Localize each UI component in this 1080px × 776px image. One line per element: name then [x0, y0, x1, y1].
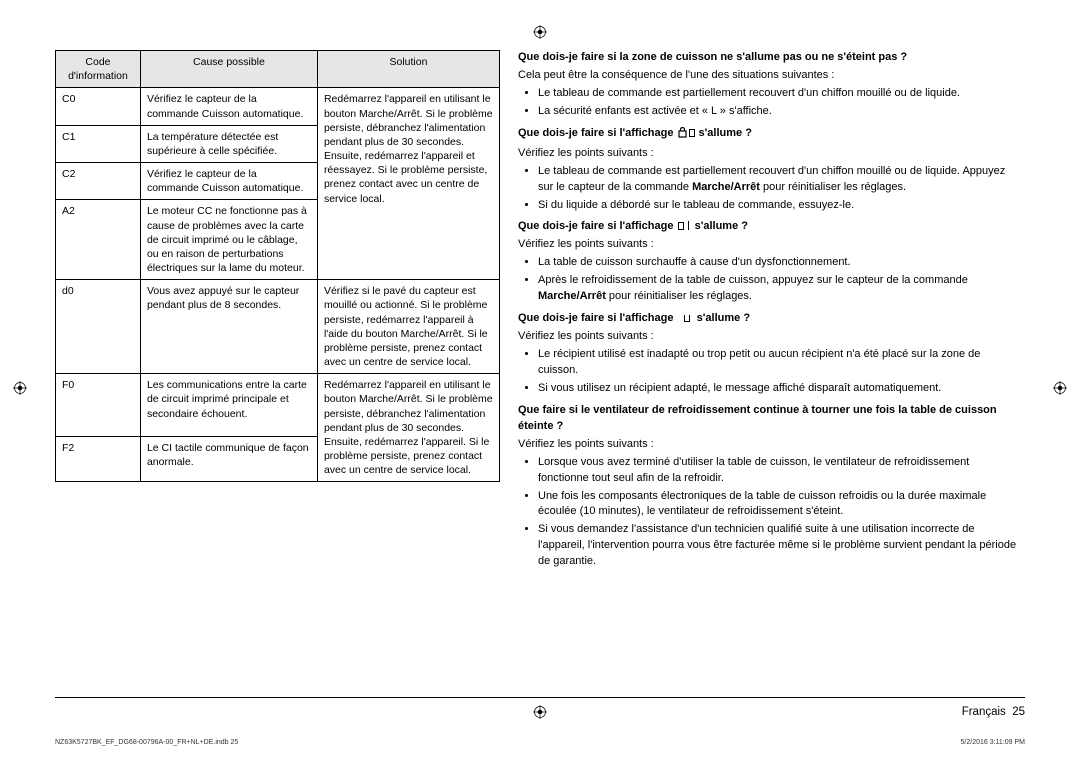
faq-list: Le tableau de commande est partiellement… [518, 86, 1018, 120]
cell-cause: Le CI tactile communique de façon anorma… [140, 436, 317, 481]
text: Après le refroidissement de la table de … [538, 274, 968, 286]
th-solution: Solution [317, 51, 499, 88]
cell-cause: Vérifiez le capteur de la commande Cuiss… [140, 88, 317, 125]
left-column: Code d'information Cause possible Soluti… [55, 50, 500, 574]
faq-list: Lorsque vous avez terminé d'utiliser la … [518, 455, 1018, 571]
faq-question: Que dois-je faire si l'affichage s'allum… [518, 126, 1018, 144]
cell-code: F2 [56, 436, 141, 481]
faq-intro: Cela peut être la conséquence de l'une d… [518, 68, 1018, 84]
registration-mark-right [1052, 380, 1068, 396]
cell-cause: Le moteur CC ne fonctionne pas à cause d… [140, 200, 317, 280]
u-icon [684, 315, 690, 322]
faq-list: Le tableau de commande est partiellement… [518, 164, 1018, 214]
text: pour réinitialiser les réglages. [606, 290, 752, 302]
page: Code d'information Cause possible Soluti… [0, 0, 1080, 776]
bar-icon [688, 221, 689, 230]
list-item: Si vous utilisez un récipient adapté, le… [538, 381, 1018, 397]
page-number-value: 25 [1012, 706, 1025, 718]
table-row: C0 Vérifiez le capteur de la commande Cu… [56, 88, 500, 125]
square-icon [689, 129, 695, 137]
cell-code: A2 [56, 200, 141, 280]
cell-code: d0 [56, 280, 141, 374]
text: Que dois-je faire si l'affichage [518, 312, 677, 324]
language-label: Français [962, 706, 1006, 718]
faq-question: Que dois-je faire si la zone de cuisson … [518, 50, 1018, 66]
cell-code: C2 [56, 163, 141, 200]
footer-right: 5/2/2016 3:11:09 PM [961, 739, 1025, 746]
list-item: Lorsque vous avez terminé d'utiliser la … [538, 455, 1018, 487]
right-column: Que dois-je faire si la zone de cuisson … [518, 50, 1018, 574]
registration-mark-left [12, 380, 28, 396]
bold-text: Marche/Arrêt [538, 290, 606, 302]
text: Que dois-je faire si l'affichage [518, 220, 677, 232]
bold-text: Marche/Arrêt [692, 181, 760, 193]
faq-intro: Vérifiez les points suivants : [518, 329, 1018, 345]
th-code: Code d'information [56, 51, 141, 88]
cell-cause: Vérifiez le capteur de la commande Cuiss… [140, 163, 317, 200]
text: s'allume ? [692, 220, 748, 232]
faq-intro: Vérifiez les points suivants : [518, 237, 1018, 253]
list-item: Le récipient utilisé est inadapté ou tro… [538, 347, 1018, 379]
faq-intro: Vérifiez les points suivants : [518, 146, 1018, 162]
table-header-row: Code d'information Cause possible Soluti… [56, 51, 500, 88]
list-item: La table de cuisson surchauffe à cause d… [538, 255, 1018, 271]
list-item: Après le refroidissement de la table de … [538, 273, 1018, 305]
horizontal-rule [55, 697, 1025, 698]
info-code-table: Code d'information Cause possible Soluti… [55, 50, 500, 482]
list-item: Si vous demandez l'assistance d'un techn… [538, 522, 1018, 570]
text: Que dois-je faire si l'affichage [518, 127, 677, 139]
list-item: Le tableau de commande est partiellement… [538, 164, 1018, 196]
faq-question: Que dois-je faire si l'affichage s'allum… [518, 311, 1018, 327]
cell-code: F0 [56, 374, 141, 437]
cell-solution: Redémarrez l'appareil en utilisant le bo… [317, 374, 499, 482]
lock-icon [678, 127, 687, 144]
registration-mark-bottom [532, 704, 548, 720]
cell-cause: La température détectée est supérieure à… [140, 125, 317, 162]
cell-cause: Les communications entre la carte de cir… [140, 374, 317, 437]
cell-solution: Redémarrez l'appareil en utilisant le bo… [317, 88, 499, 280]
text: s'allume ? [696, 127, 752, 139]
cell-code: C1 [56, 125, 141, 162]
content-columns: Code d'information Cause possible Soluti… [55, 50, 1025, 574]
cell-cause: Vous avez appuyé sur le capteur pendant … [140, 280, 317, 374]
text: s'allume ? [694, 312, 750, 324]
list-item: Le tableau de commande est partiellement… [538, 86, 1018, 102]
square-icon [678, 222, 684, 230]
list-item: La sécurité enfants est activée et « L »… [538, 104, 1018, 120]
registration-mark-top [532, 24, 548, 40]
faq-list: La table de cuisson surchauffe à cause d… [518, 255, 1018, 305]
cell-code: C0 [56, 88, 141, 125]
faq-intro: Vérifiez les points suivants : [518, 437, 1018, 453]
page-number: Français 25 [962, 706, 1025, 718]
list-item: Si du liquide a débordé sur le tableau d… [538, 198, 1018, 214]
footer-left: NZ63K5727BK_EF_DG68-00796A-00_FR+NL+DE.i… [55, 739, 238, 746]
table-row: d0 Vous avez appuyé sur le capteur penda… [56, 280, 500, 374]
text: pour réinitialiser les réglages. [760, 181, 906, 193]
faq-list: Le récipient utilisé est inadapté ou tro… [518, 347, 1018, 397]
faq-question: Que faire si le ventilateur de refroidis… [518, 403, 1018, 435]
faq-question: Que dois-je faire si l'affichage s'allum… [518, 219, 1018, 235]
th-cause: Cause possible [140, 51, 317, 88]
cell-solution: Vérifiez si le pavé du capteur est mouil… [317, 280, 499, 374]
list-item: Une fois les composants électroniques de… [538, 489, 1018, 521]
table-row: F0 Les communications entre la carte de … [56, 374, 500, 437]
